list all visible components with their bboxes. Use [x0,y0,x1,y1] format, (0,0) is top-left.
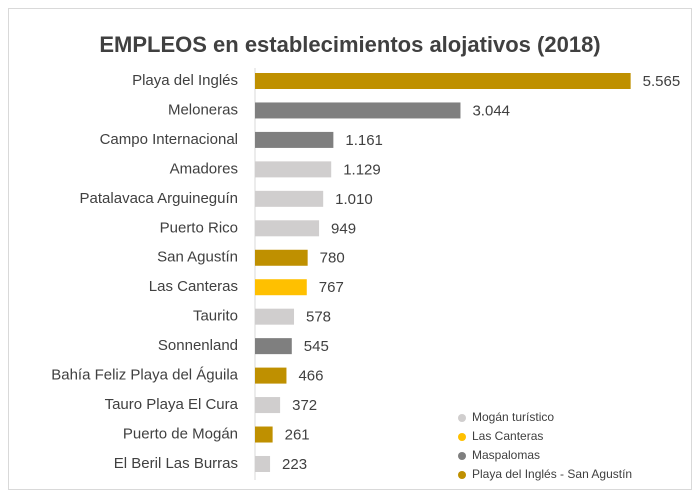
category-label: Puerto de Mogán [123,425,238,442]
value-label: 1.010 [335,191,373,208]
bar [255,102,461,119]
bar [255,249,308,266]
bar [255,426,273,443]
value-label: 545 [304,338,329,355]
value-label: 223 [282,456,307,473]
chart-title: EMPLEOS en establecimientos alojativos (… [99,32,600,57]
category-label: Patalavaca Arguineguín [80,190,238,207]
value-label: 261 [285,426,310,443]
legend-label: Maspalomas [472,448,540,462]
bar [255,161,332,178]
legend-label: Mogán turístico [472,410,554,424]
legend-label: Las Canteras [472,429,543,443]
bar [255,73,631,89]
category-label: San Agustín [157,249,238,266]
bar [255,131,334,148]
bar [255,190,324,207]
value-label: 3.044 [472,102,510,119]
category-label: Campo Internacional [100,131,238,148]
bar [255,397,281,414]
value-label: 780 [320,250,345,267]
bar [255,367,287,384]
value-label: 578 [306,309,331,326]
bar [255,279,307,296]
category-label: Bahía Feliz Playa del Águila [51,367,238,384]
legend-marker [458,471,466,479]
category-label: Puerto Rico [160,219,238,236]
bar [255,455,271,472]
legend-marker [458,414,466,422]
category-label: Meloneras [168,101,238,118]
category-label: El Beril Las Burras [114,455,238,472]
legend-marker [458,433,466,441]
category-label: Taurito [193,308,238,325]
value-label: 5.565 [643,73,681,90]
bar [255,220,320,237]
value-label: 949 [331,220,356,237]
bar [255,338,292,355]
value-label: 372 [292,397,317,414]
value-label: 1.129 [343,161,381,178]
legend-marker [458,452,466,460]
category-label: Amadores [170,160,238,177]
category-label: Las Canteras [149,278,238,295]
value-label: 466 [298,368,323,385]
category-label: Tauro Playa El Cura [105,396,239,413]
legend-label: Playa del Inglés - San Agustín [472,467,632,481]
value-label: 1.161 [345,132,383,149]
category-label: Playa del Inglés [132,72,238,89]
category-label: Sonnenland [158,337,238,354]
bar [255,308,295,325]
value-label: 767 [319,279,344,296]
